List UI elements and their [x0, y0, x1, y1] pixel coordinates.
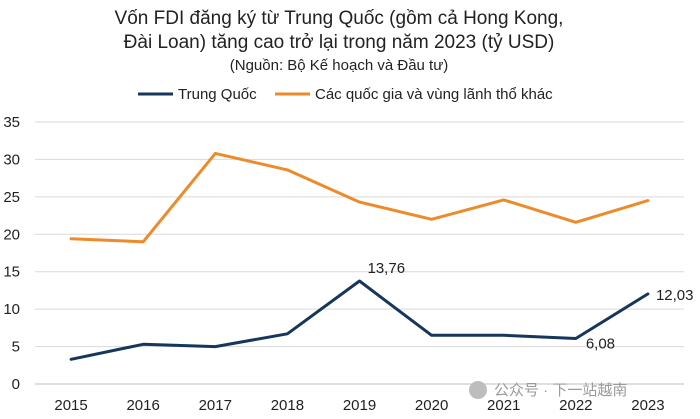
legend: Trung Quốc Các quốc gia và vùng lãnh thổ… — [138, 86, 553, 103]
x-tick-label-2018: 2018 — [271, 397, 304, 414]
x-tick-label-2022: 2022 — [559, 397, 592, 414]
x-tick-label-2019: 2019 — [343, 397, 376, 414]
watermark: 公众号 · 下一站越南 — [469, 381, 627, 399]
watermark-text: 公众号 · 下一站越南 — [494, 382, 627, 399]
data-label-2022: 6,08 — [586, 335, 615, 352]
y-tick-label-25: 25 — [3, 189, 20, 206]
series-lines — [69, 151, 650, 361]
x-tick-label-2015: 2015 — [54, 397, 87, 414]
y-tick-label-15: 15 — [3, 264, 20, 281]
y-axis: 0 5 10 15 20 25 30 35 — [3, 114, 20, 393]
data-label-2023: 12,03 — [656, 287, 694, 304]
x-tick-label-2021: 2021 — [487, 397, 520, 414]
y-tick-label-5: 5 — [12, 339, 20, 356]
x-tick-label-2023: 2023 — [631, 397, 664, 414]
y-tick-label-10: 10 — [3, 301, 20, 318]
y-tick-label-20: 20 — [3, 226, 20, 243]
wechat-icon — [469, 381, 487, 399]
x-tick-label-2017: 2017 — [199, 397, 232, 414]
x-axis: 2015 2016 2017 2018 2019 2020 2021 2022 2023 — [54, 397, 664, 414]
x-tick-label-2016: 2016 — [126, 397, 159, 414]
legend-label-trung-quoc: Trung Quốc — [178, 86, 257, 103]
chart-title-line-1: Vốn FDI đăng ký từ Trung Quốc (gồm cả Ho… — [115, 8, 564, 29]
y-tick-label-30: 30 — [3, 151, 20, 168]
series-line-1 — [69, 151, 650, 244]
chart-subtitle: (Nguồn: Bộ Kế hoạch và Đầu tư) — [230, 57, 449, 74]
y-tick-label-35: 35 — [3, 114, 20, 131]
gridlines — [35, 121, 684, 385]
legend-label-khac: Các quốc gia và vùng lãnh thổ khác — [315, 86, 553, 103]
series-line-0 — [69, 279, 650, 361]
data-labels: 13,76 6,08 12,03 — [368, 260, 694, 352]
chart-title-line-2: Đài Loan) tăng cao trở lại trong năm 202… — [124, 32, 555, 53]
y-tick-label-0: 0 — [12, 376, 20, 393]
data-label-2019: 13,76 — [368, 260, 406, 277]
x-tick-label-2020: 2020 — [415, 397, 448, 414]
